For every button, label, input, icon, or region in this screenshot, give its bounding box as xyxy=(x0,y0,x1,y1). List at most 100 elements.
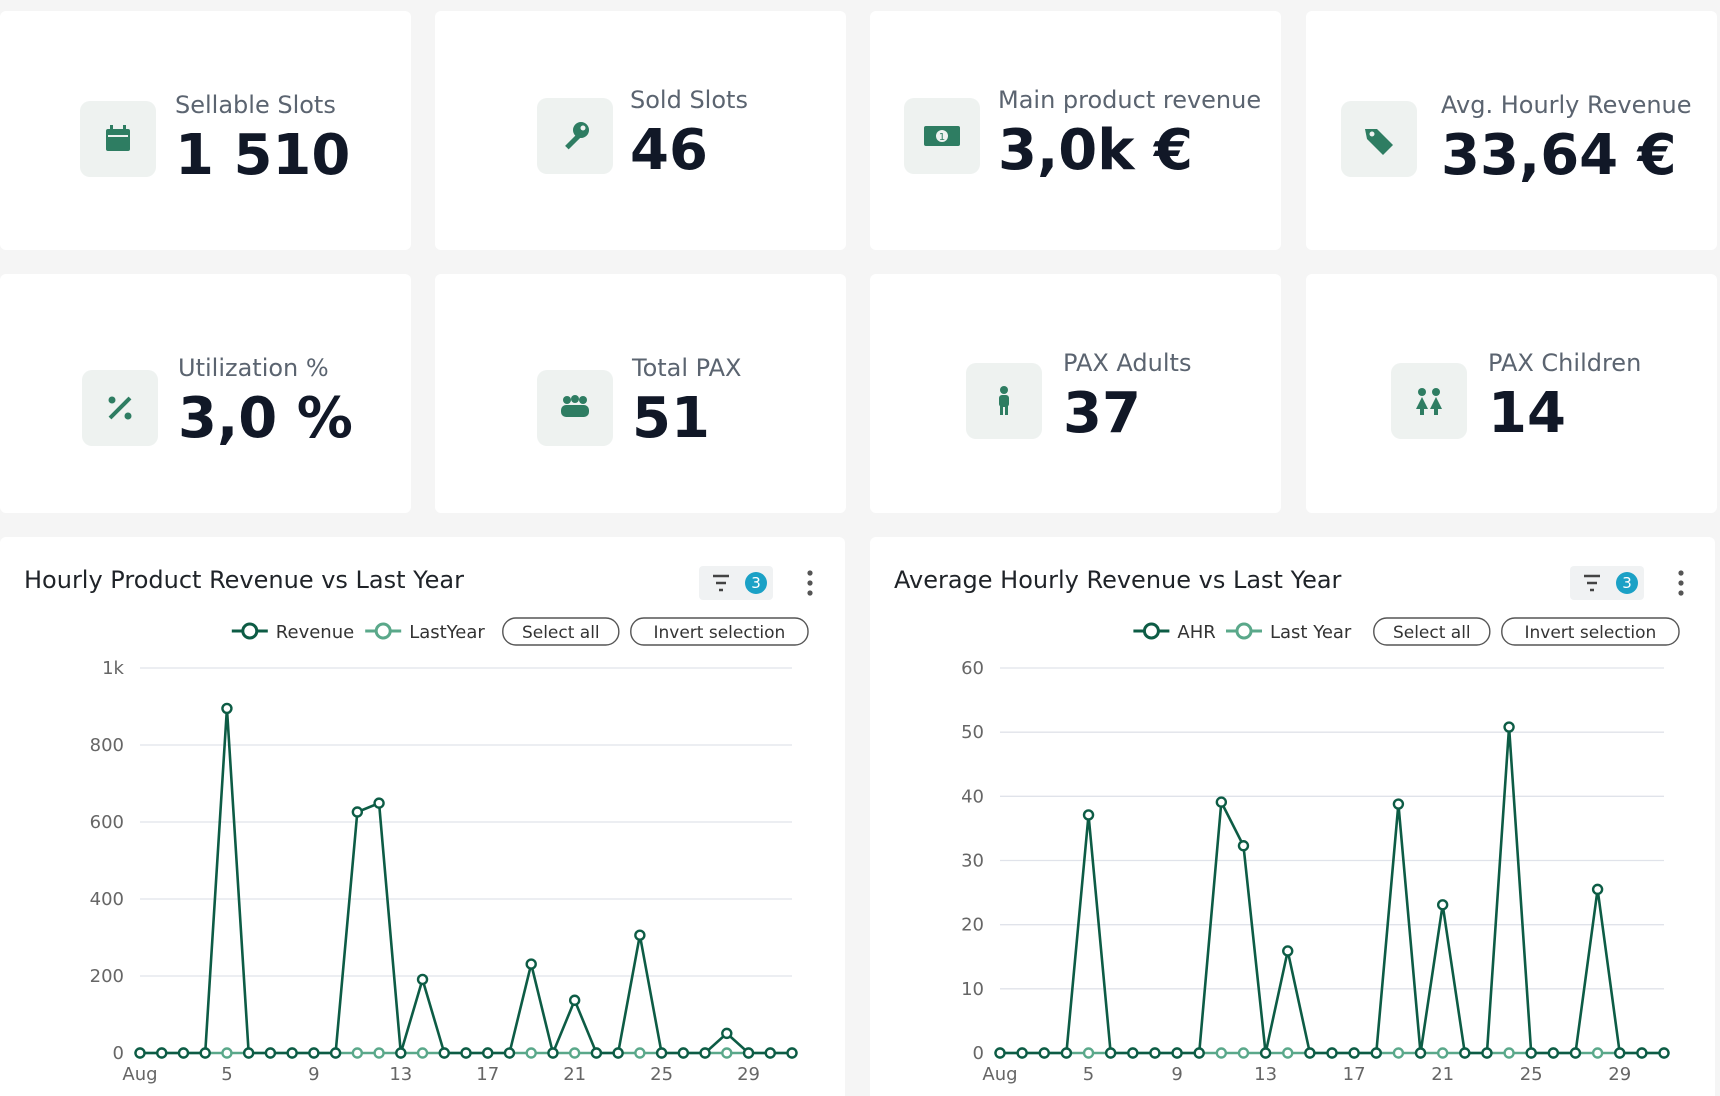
chart: Average Hourly Revenue vs Last Year 3 Inve… xyxy=(894,566,1684,1085)
y-tick-label: 60 xyxy=(961,658,984,679)
data-point xyxy=(199,1047,211,1059)
legend-button-label[interactable]: Select all xyxy=(1393,623,1471,643)
legend-button-label[interactable]: Invert selection xyxy=(1525,623,1657,643)
filter-icon xyxy=(713,574,729,592)
legend-marker[interactable] xyxy=(374,622,392,640)
menu-dot[interactable] xyxy=(1678,570,1684,576)
data-point xyxy=(994,1047,1006,1059)
kpi-card: PAX Adults 37 xyxy=(870,274,1281,513)
legend-marker[interactable] xyxy=(1235,622,1253,640)
data-point xyxy=(677,1047,690,1059)
x-tick-label: 17 xyxy=(1343,1064,1366,1085)
kpi-label: Sold Slots xyxy=(630,86,748,114)
menu-dot[interactable] xyxy=(1678,580,1684,586)
legend-marker[interactable] xyxy=(1142,622,1160,640)
kpi-icon xyxy=(966,363,1042,439)
legend-button[interactable] xyxy=(1501,617,1680,646)
data-point xyxy=(221,1047,233,1059)
y-tick-label: 40 xyxy=(961,786,984,807)
y-tick-label: 200 xyxy=(90,966,124,987)
x-tick-label: 9 xyxy=(308,1064,319,1085)
filter-count: 3 xyxy=(1622,574,1632,592)
kpi-label: Sellable Slots xyxy=(175,91,336,119)
menu-dot[interactable] xyxy=(807,570,813,576)
kpi-value: 14 xyxy=(1488,381,1566,446)
data-point xyxy=(395,1047,407,1059)
icon-glyph xyxy=(106,125,130,151)
kpi-icon xyxy=(537,370,613,446)
data-point xyxy=(1127,1047,1139,1059)
kpi-icon xyxy=(82,370,158,446)
data-point xyxy=(1082,1047,1095,1059)
data-point xyxy=(1038,1047,1050,1059)
icon-glyph xyxy=(565,122,589,150)
data-point xyxy=(1348,1047,1360,1059)
data-point xyxy=(1481,1047,1493,1059)
data-point xyxy=(1259,1047,1272,1059)
legend: Invert selection Select all Last Year AHR xyxy=(1133,617,1680,646)
x-tick-label: 5 xyxy=(221,1064,232,1085)
kpi-label: Main product revenue xyxy=(998,86,1262,114)
data-point xyxy=(1282,945,1294,957)
data-point xyxy=(134,1047,146,1059)
filter-count: 3 xyxy=(751,574,761,592)
data-point xyxy=(1547,1047,1560,1059)
data-point xyxy=(634,1047,646,1059)
y-tick-label: 0 xyxy=(973,1043,984,1064)
kpi-icon xyxy=(1391,363,1467,439)
kpi-card: Avg. Hourly Revenue 33,64 € xyxy=(1306,11,1717,250)
series-line xyxy=(140,708,792,1058)
legend-label[interactable]: LastYear xyxy=(409,622,485,643)
legend-label[interactable]: Revenue xyxy=(276,622,354,643)
icon-glyph: 1 xyxy=(924,126,960,146)
data-point xyxy=(329,1047,342,1059)
legend-button-label[interactable]: Select all xyxy=(522,623,600,643)
icon-glyph xyxy=(1416,388,1442,415)
y-tick-label: 10 xyxy=(961,979,984,1000)
menu-dot[interactable] xyxy=(1678,590,1684,596)
x-tick-label: 29 xyxy=(737,1064,760,1085)
data-point xyxy=(416,973,429,986)
data-point xyxy=(547,1047,559,1059)
x-tick-label: 13 xyxy=(1254,1064,1277,1085)
data-point xyxy=(1392,798,1405,810)
data-point xyxy=(373,797,385,809)
data-point xyxy=(1215,796,1228,808)
data-point xyxy=(1636,1047,1648,1059)
data-point xyxy=(1215,1047,1228,1059)
kpi-icon xyxy=(1341,101,1417,177)
chart-card: Average Hourly Revenue vs Last Year 3 Inve… xyxy=(870,537,1715,1096)
icon-glyph xyxy=(108,396,132,420)
svg-text:1: 1 xyxy=(939,132,945,143)
kpi-icon xyxy=(537,98,613,174)
menu-dot[interactable] xyxy=(807,590,813,596)
kpi-icon: 1 xyxy=(904,98,980,174)
kpi-label: Avg. Hourly Revenue xyxy=(1441,91,1692,119)
y-tick-label: 800 xyxy=(90,735,124,756)
icon-glyph xyxy=(561,395,589,417)
kpi-value: 46 xyxy=(630,118,708,183)
x-tick-label: 17 xyxy=(476,1064,499,1085)
legend-button-label[interactable]: Invert selection xyxy=(654,623,786,643)
kpi-value: 1 510 xyxy=(175,123,351,188)
legend-button[interactable] xyxy=(502,617,620,646)
legend-label[interactable]: AHR xyxy=(1177,622,1215,643)
data-point xyxy=(351,806,364,818)
x-tick-label: 29 xyxy=(1608,1064,1631,1085)
menu-dot[interactable] xyxy=(807,580,813,586)
kpi-card: 1 Main product revenue 3,0k € xyxy=(870,11,1281,250)
legend-button[interactable] xyxy=(630,617,809,646)
x-tick-label: 25 xyxy=(1520,1064,1543,1085)
x-tick-label: 5 xyxy=(1083,1064,1094,1085)
legend-label[interactable]: Last Year xyxy=(1270,622,1352,643)
data-point xyxy=(568,1047,581,1059)
legend-button[interactable] xyxy=(1373,617,1491,646)
y-tick-label: 0 xyxy=(113,1043,124,1064)
data-point xyxy=(1459,1047,1471,1059)
data-point xyxy=(764,1047,776,1059)
data-point xyxy=(721,1027,733,1040)
x-tick-label: Aug xyxy=(982,1064,1017,1085)
legend-marker[interactable] xyxy=(241,622,259,640)
data-point xyxy=(242,1047,255,1059)
